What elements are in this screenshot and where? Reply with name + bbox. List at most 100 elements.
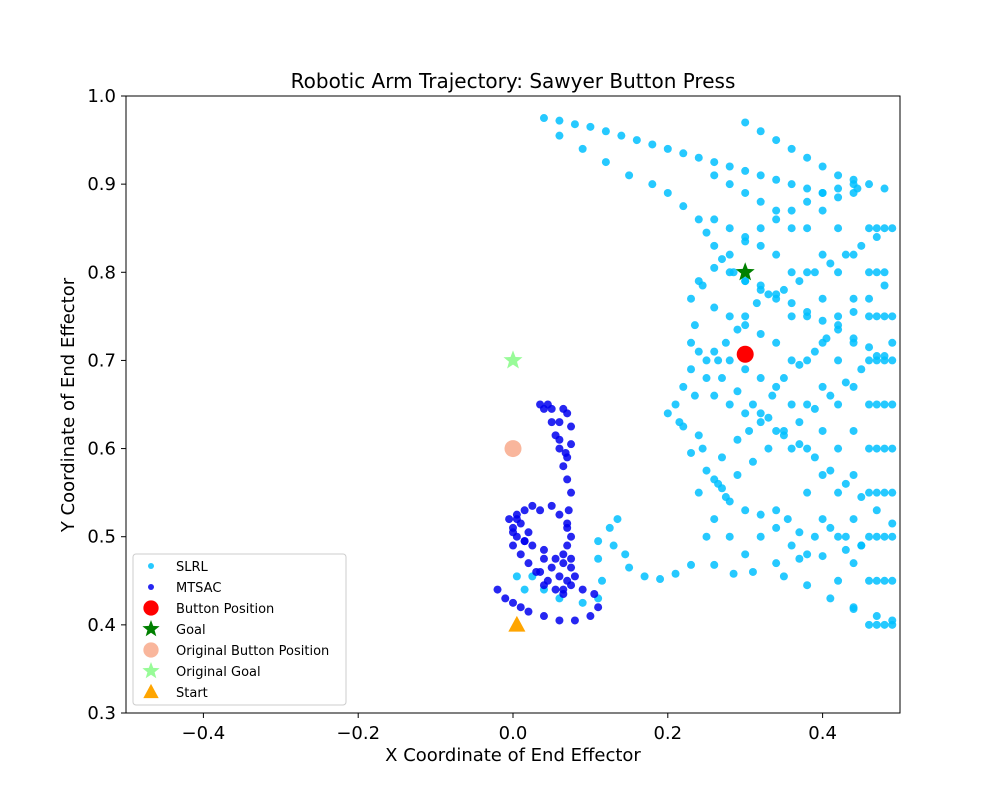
- slrl-point: [834, 268, 843, 277]
- y-tick-label: 0.4: [87, 615, 116, 636]
- slrl-point: [625, 171, 634, 180]
- slrl-point: [834, 224, 843, 233]
- slrl-point: [787, 299, 796, 308]
- slrl-point: [818, 294, 827, 303]
- slrl-point: [818, 206, 827, 215]
- slrl-point: [803, 312, 812, 321]
- slrl-point: [710, 171, 719, 180]
- slrl-point: [880, 400, 889, 409]
- mtsac-point: [547, 418, 556, 427]
- slrl-point: [865, 620, 874, 629]
- slrl-point: [687, 294, 696, 303]
- slrl-point: [741, 409, 750, 418]
- slrl-point: [679, 382, 688, 391]
- mtsac-point: [559, 550, 568, 559]
- mtsac-point: [555, 418, 564, 427]
- mtsac-point: [567, 488, 576, 497]
- slrl-point: [609, 541, 618, 550]
- x-tick-label: 0.4: [808, 723, 837, 744]
- slrl-point: [880, 184, 889, 193]
- slrl-point: [687, 338, 696, 347]
- slrl-point: [702, 374, 711, 383]
- x-axis: −0.4 −0.2 0.0 0.2 0.4: [182, 713, 837, 744]
- goal-point: [735, 262, 755, 281]
- slrl-point: [826, 391, 835, 400]
- mtsac-point: [567, 532, 576, 541]
- mtsac-point: [586, 612, 595, 621]
- mtsac-point: [524, 528, 533, 537]
- slrl-point: [741, 118, 750, 127]
- slrl-point: [818, 382, 827, 391]
- chart-title: Robotic Arm Trajectory: Sawyer Button Pr…: [291, 69, 736, 93]
- mtsac-point: [570, 572, 579, 581]
- slrl-point: [818, 338, 827, 347]
- slrl-point: [865, 576, 874, 585]
- slrl-point: [717, 484, 726, 493]
- slrl-point: [671, 400, 680, 409]
- slrl-point: [756, 374, 765, 383]
- y-tick-label: 0.3: [87, 703, 116, 724]
- mtsac-point: [555, 616, 564, 625]
- slrl-point: [698, 281, 707, 290]
- slrl-point: [586, 122, 595, 131]
- slrl-point: [803, 581, 812, 590]
- slrl-point: [772, 426, 781, 435]
- slrl-point: [710, 263, 719, 272]
- slrl-point: [834, 576, 843, 585]
- slrl-point: [841, 250, 850, 259]
- slrl-point: [834, 444, 843, 453]
- slrl-point: [745, 426, 754, 435]
- slrl-point: [857, 241, 866, 250]
- legend-label-original-goal: Original Goal: [176, 665, 261, 680]
- slrl-point: [752, 299, 761, 308]
- slrl-point: [818, 552, 827, 561]
- slrl-point: [865, 400, 874, 409]
- slrl-point: [578, 144, 587, 153]
- slrl-point: [601, 158, 610, 167]
- slrl-point: [772, 175, 781, 184]
- slrl-point: [702, 228, 711, 237]
- slrl-point: [694, 431, 703, 440]
- slrl-point: [865, 224, 874, 233]
- legend-label-slrl: SLRL: [176, 560, 209, 575]
- button-position-point: [736, 345, 754, 363]
- mtsac-point: [516, 519, 525, 528]
- slrl-point: [872, 576, 881, 585]
- slrl-point: [865, 488, 874, 497]
- slrl-point: [818, 250, 827, 259]
- slrl-point: [872, 532, 881, 541]
- slrl-point: [725, 180, 734, 189]
- slrl-point: [880, 620, 889, 629]
- slrl-point: [872, 444, 881, 453]
- slrl-point: [872, 312, 881, 321]
- mtsac-point: [563, 409, 572, 418]
- start-point: [508, 615, 526, 632]
- slrl-point: [810, 404, 819, 413]
- slrl-point: [756, 241, 765, 250]
- slrl-point: [578, 598, 587, 607]
- mtsac-point: [555, 444, 564, 453]
- mtsac-point: [563, 541, 572, 550]
- slrl-point: [787, 356, 796, 365]
- slrl-point: [710, 347, 719, 356]
- slrl-point: [849, 175, 858, 184]
- original-button-position-point: [504, 440, 522, 458]
- mtsac-point: [563, 453, 572, 462]
- slrl-point: [725, 250, 734, 259]
- slrl-point: [748, 400, 757, 409]
- slrl-point: [795, 418, 804, 427]
- mtsac-point: [505, 515, 514, 524]
- slrl-point: [803, 184, 812, 193]
- slrl-point: [787, 144, 796, 153]
- legend-label-goal: Goal: [176, 623, 206, 638]
- legend-label-start: Start: [176, 686, 208, 701]
- slrl-point: [779, 374, 788, 383]
- slrl-point: [725, 162, 734, 171]
- mtsac-point: [563, 523, 572, 532]
- slrl-point: [834, 488, 843, 497]
- slrl-point: [795, 360, 804, 369]
- x-tick-label: 0.0: [499, 723, 528, 744]
- slrl-point: [880, 488, 889, 497]
- slrl-point: [663, 188, 672, 197]
